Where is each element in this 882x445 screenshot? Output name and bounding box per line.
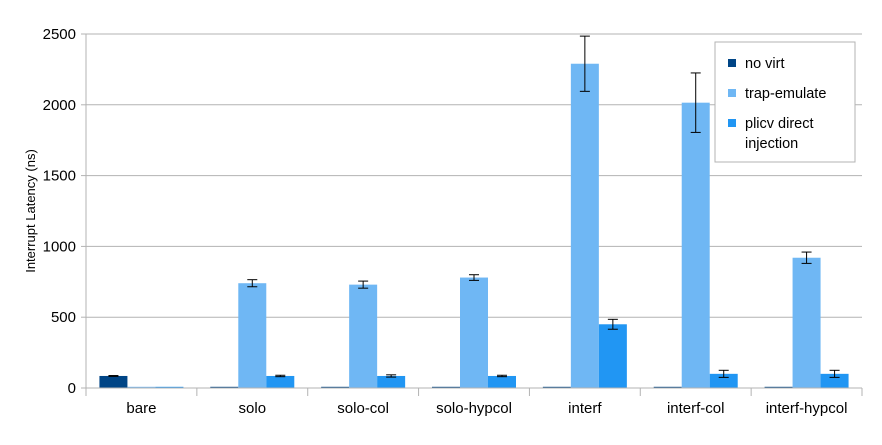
x-tick-label: solo-col xyxy=(337,400,389,417)
y-tick-label: 500 xyxy=(51,309,76,326)
x-tick-label: bare xyxy=(126,400,156,417)
bar xyxy=(488,375,516,388)
bar xyxy=(210,386,239,388)
y-tick-label: 2000 xyxy=(43,97,76,114)
legend-label: injection xyxy=(745,136,798,152)
y-tick-label: 1000 xyxy=(43,238,76,255)
bar xyxy=(792,257,821,388)
bar xyxy=(99,375,128,388)
bar xyxy=(820,373,849,388)
legend-label: trap-emulate xyxy=(745,86,826,102)
y-axis-label: Interrupt Latency (ns) xyxy=(23,149,38,273)
bar xyxy=(460,277,488,388)
bar xyxy=(127,386,156,388)
bar xyxy=(349,284,378,388)
legend-swatch xyxy=(728,59,736,67)
bar xyxy=(570,63,599,389)
legend-swatch xyxy=(728,119,736,127)
bar xyxy=(764,386,793,388)
y-tick-label: 0 xyxy=(68,380,76,397)
legend-label: no virt xyxy=(745,56,785,72)
x-tick-label: solo-hypcol xyxy=(436,400,512,417)
x-tick-label: interf xyxy=(568,400,602,417)
bars xyxy=(99,63,849,389)
legend-label: plicv direct xyxy=(745,116,814,132)
x-tick-label: solo xyxy=(239,400,267,417)
bar xyxy=(377,375,406,388)
bar xyxy=(681,102,710,389)
bar xyxy=(653,386,682,388)
legend-swatch xyxy=(728,89,736,97)
bar xyxy=(542,386,571,388)
bar xyxy=(709,373,738,388)
bar xyxy=(155,386,184,388)
bar xyxy=(321,386,350,388)
x-tick-label: interf-hypcol xyxy=(766,400,848,417)
bar xyxy=(598,324,627,388)
x-tick-label: interf-col xyxy=(667,400,725,417)
bar xyxy=(238,283,267,388)
y-tick-label: 1500 xyxy=(43,168,76,185)
axes: 0 500 1000 1500 2000 2500 bare solo solo-col solo… xyxy=(43,26,863,417)
legend-box xyxy=(714,41,856,163)
bar xyxy=(266,375,295,388)
y-tick-label: 2500 xyxy=(43,26,76,43)
legend: no virt trap-emulate plicv direct injection xyxy=(714,41,856,163)
error-bars xyxy=(108,35,840,378)
bar xyxy=(432,386,460,388)
